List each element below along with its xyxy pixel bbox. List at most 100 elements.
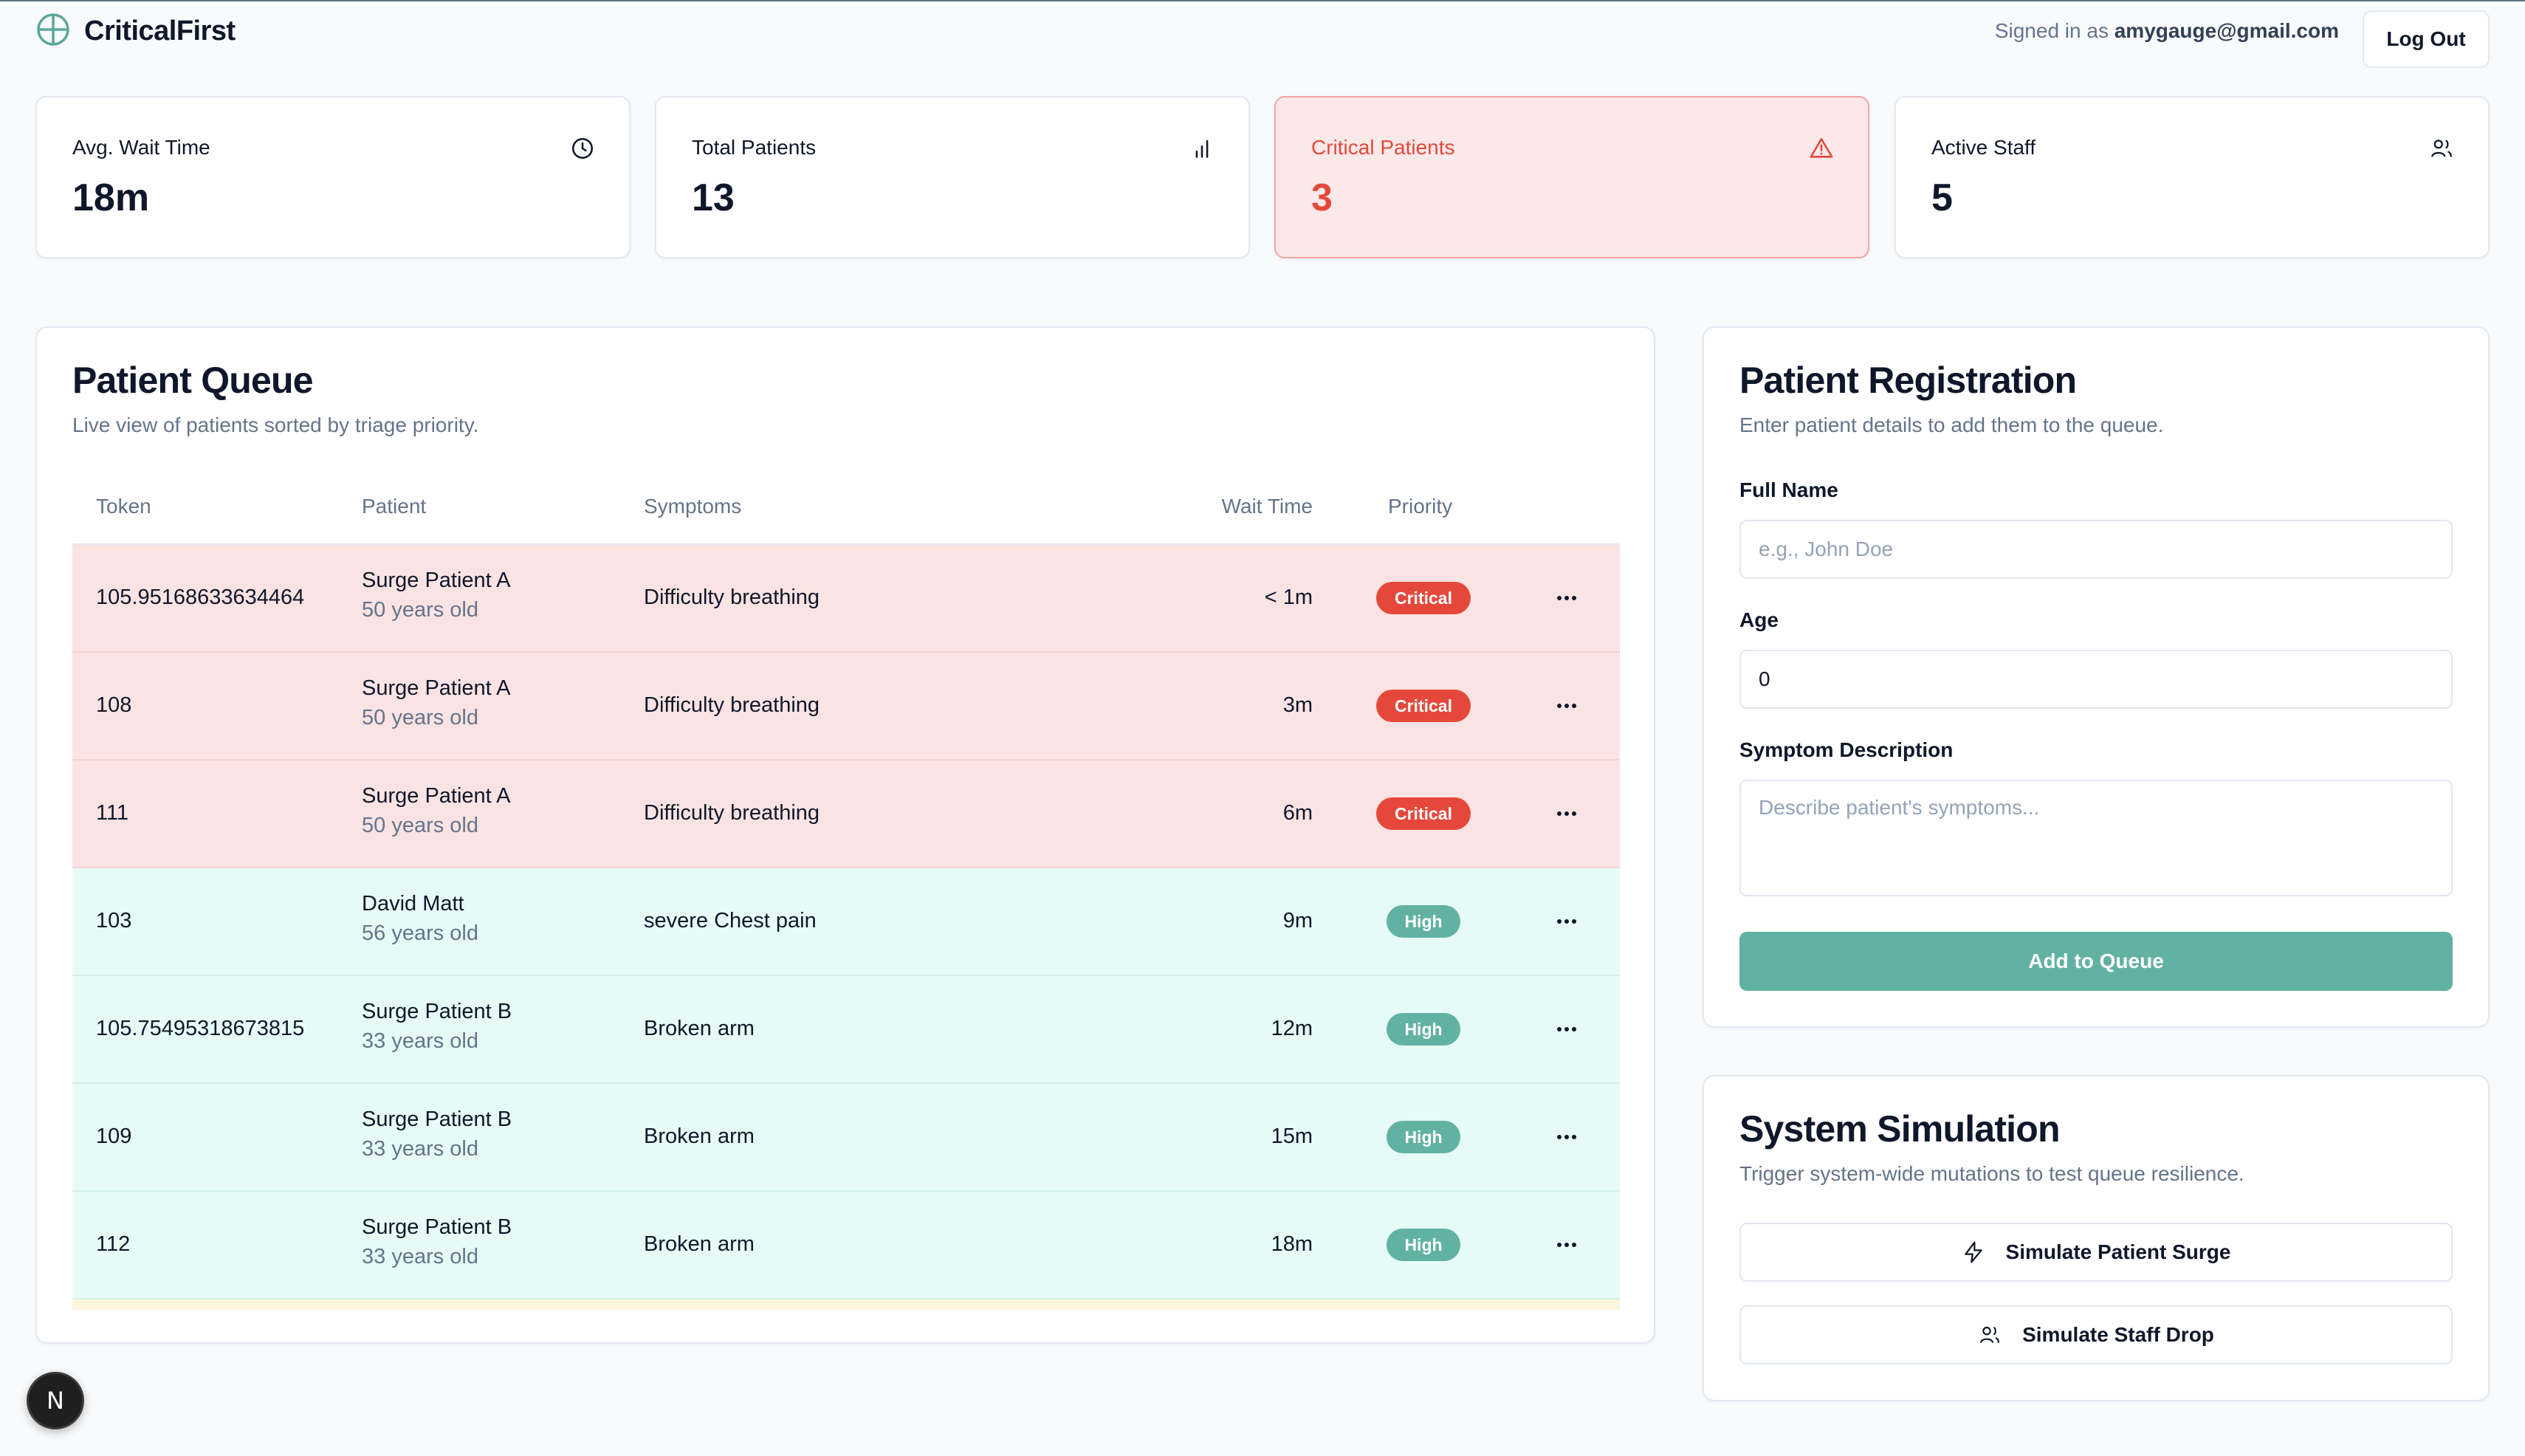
alert-triangle-icon <box>1810 137 1833 158</box>
stat-card-total-patients: Total Patients 13 <box>655 96 1250 258</box>
patient-name: Surge Patient B <box>362 1108 512 1131</box>
more-options-icon[interactable] <box>1552 904 1581 939</box>
more-options-icon[interactable] <box>1552 1012 1581 1047</box>
brand-name: CriticalFirst <box>84 16 236 47</box>
wait-time-cell: 12m <box>1271 1017 1313 1040</box>
queue-subtitle: Live view of patients sorted by triage p… <box>72 413 479 436</box>
patient-queue-panel: Patient Queue Live view of patients sort… <box>35 326 1655 1344</box>
column-header-patient: Patient <box>362 495 427 518</box>
simulate-patient-surge-button[interactable]: Simulate Patient Surge <box>1739 1223 2453 1282</box>
simulate-staff-drop-button[interactable]: Simulate Staff Drop <box>1739 1305 2453 1364</box>
symptoms-cell: Broken arm <box>644 1232 755 1256</box>
symptoms-cell: Broken arm <box>644 1017 755 1040</box>
logout-button[interactable]: Log Out <box>2363 10 2490 68</box>
table-header: Token Patient Symptoms Wait Time Priorit… <box>72 468 1620 545</box>
stat-card-critical-patients: Critical Patients 3 <box>1274 96 1869 258</box>
patient-name: David Matt <box>362 892 464 916</box>
table-row-partial <box>72 1299 1620 1310</box>
queue-title: Patient Queue <box>72 360 314 401</box>
stat-label: Total Patients <box>692 136 817 159</box>
table-row[interactable]: 108 Surge Patient A 50 years old Difficulty… <box>72 653 1620 760</box>
priority-badge: Critical <box>1376 797 1471 830</box>
table-row[interactable]: 105.95168633634464 Surge Patient A 50 year… <box>72 545 1620 653</box>
symptom-description-textarea[interactable] <box>1739 780 2453 896</box>
more-options-icon[interactable] <box>1552 688 1581 724</box>
wait-time-cell: 15m <box>1271 1124 1313 1148</box>
stat-label: Active Staff <box>1931 136 2036 159</box>
header: CriticalFirst Signed in as amygauge@gmai… <box>35 10 2490 68</box>
users-icon <box>2431 140 2452 157</box>
column-header-priority: Priority <box>1388 495 1453 518</box>
patient-age: 33 years old <box>362 1245 478 1268</box>
simulate-staff-drop-label: Simulate Staff Drop <box>2022 1323 2214 1346</box>
stat-value: 13 <box>692 176 735 219</box>
symptoms-cell: Broken arm <box>644 1124 755 1148</box>
stat-label: Avg. Wait Time <box>72 136 210 159</box>
lightning-icon <box>1964 1241 1982 1263</box>
simulation-title: System Simulation <box>1739 1108 2061 1150</box>
more-options-icon[interactable] <box>1552 796 1581 831</box>
stat-card-active-staff: Active Staff 5 <box>1894 96 2490 258</box>
table-row[interactable]: 109 Surge Patient B 33 years old Broken arm… <box>72 1084 1620 1192</box>
signed-in-text: Signed in as amygauge@gmail.com <box>1995 19 2339 43</box>
add-to-queue-button[interactable]: Add to Queue <box>1739 932 2453 991</box>
logo-crosshair-icon <box>35 12 71 51</box>
signed-in-prefix: Signed in as <box>1994 19 2115 42</box>
patient-name: Surge Patient A <box>362 676 511 700</box>
top-border <box>0 0 2525 1</box>
token-cell: 112 <box>96 1232 131 1256</box>
table-row[interactable]: 105.75495318673815 Surge Patient B 33 year… <box>72 976 1620 1084</box>
symptoms-cell: severe Chest pain <box>644 909 817 933</box>
table-row[interactable]: 111 Surge Patient A 50 years old Difficulty… <box>72 760 1620 868</box>
table-row[interactable]: 103 David Matt 56 years old severe Chest pa… <box>72 868 1620 976</box>
patient-registration-panel: Patient Registration Enter patient detai… <box>1703 326 2490 1028</box>
more-options-icon[interactable] <box>1552 1227 1581 1263</box>
priority-badge: Critical <box>1376 690 1471 722</box>
registration-title: Patient Registration <box>1739 360 2077 401</box>
symptoms-cell: Difficulty breathing <box>644 801 820 825</box>
token-cell: 105.95168633634464 <box>96 586 305 609</box>
wait-time-cell: 18m <box>1271 1232 1313 1256</box>
stat-card-avg-wait: Avg. Wait Time 18m <box>35 96 631 258</box>
more-options-icon[interactable] <box>1552 1119 1581 1155</box>
patient-age: 50 years old <box>362 814 478 837</box>
column-header-wait-time: Wait Time <box>1221 495 1313 518</box>
table-body: 105.95168633634464 Surge Patient A 50 year… <box>72 545 1620 1310</box>
clock-icon <box>571 137 594 159</box>
brand[interactable]: CriticalFirst <box>35 12 236 51</box>
patient-age: 56 years old <box>362 921 478 945</box>
token-cell: 109 <box>96 1124 132 1148</box>
stat-value: 5 <box>1931 176 1953 219</box>
full-name-label: Full Name <box>1739 478 1838 501</box>
symptoms-cell: Difficulty breathing <box>644 693 820 717</box>
patient-age: 33 years old <box>362 1029 478 1053</box>
wait-time-cell: < 1m <box>1264 586 1313 609</box>
stat-value: 3 <box>1311 176 1333 219</box>
patient-age: 50 years old <box>362 598 478 622</box>
patient-age: 50 years old <box>362 706 478 729</box>
priority-badge: Critical <box>1376 582 1471 614</box>
stat-value: 18m <box>72 176 150 219</box>
full-name-input[interactable] <box>1739 520 2453 579</box>
patient-name: Surge Patient B <box>362 1000 512 1023</box>
patient-name: Surge Patient A <box>362 569 511 592</box>
priority-badge: High <box>1387 1229 1460 1261</box>
patient-name: Surge Patient A <box>362 784 511 808</box>
symptom-description-label: Symptom Description <box>1739 738 1954 761</box>
users-icon <box>1980 1326 2000 1343</box>
priority-badge: High <box>1387 1013 1460 1045</box>
token-cell: 111 <box>96 801 129 825</box>
wait-time-cell: 6m <box>1282 801 1313 825</box>
signed-in-email: amygauge@gmail.com <box>2114 19 2339 42</box>
stat-label: Critical Patients <box>1311 136 1455 159</box>
age-input[interactable] <box>1739 650 2453 709</box>
bar-chart-icon <box>1195 140 1209 158</box>
column-header-token: Token <box>96 495 151 518</box>
system-simulation-panel: System Simulation Trigger system-wide mu… <box>1703 1075 2490 1401</box>
priority-badge: High <box>1387 905 1460 938</box>
dev-tools-badge[interactable]: N <box>27 1372 84 1429</box>
simulation-subtitle: Trigger system-wide mutations to test qu… <box>1739 1162 2244 1185</box>
more-options-icon[interactable] <box>1552 580 1581 616</box>
patient-age: 33 years old <box>362 1137 478 1161</box>
table-row[interactable]: 112 Surge Patient B 33 years old Broken arm… <box>72 1192 1620 1299</box>
